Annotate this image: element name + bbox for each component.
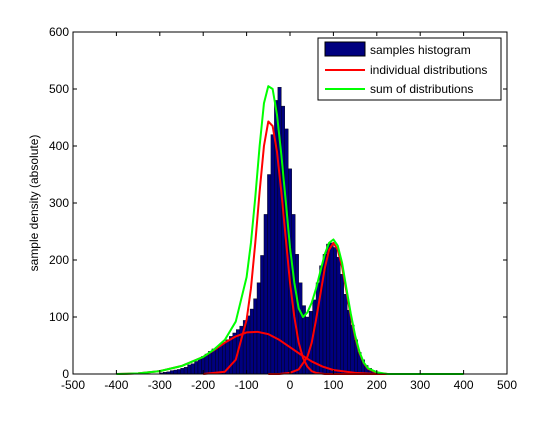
x-tick-label: 300 <box>410 378 430 392</box>
histogram-bar <box>329 242 334 375</box>
y-tick-label: 100 <box>49 310 69 324</box>
x-tick-label: 200 <box>367 378 387 392</box>
y-tick-label: 400 <box>49 139 69 153</box>
histogram-bar <box>204 353 209 375</box>
sum-curve <box>116 85 464 375</box>
tick-layer: -500 -400 -300 -200 -100 0 100 200 300 400 500 0 100… <box>49 25 517 392</box>
histogram-bar <box>183 366 188 375</box>
histogram-bar <box>232 332 237 375</box>
histogram-bar <box>173 369 178 375</box>
histogram-bar <box>340 274 345 375</box>
histogram-bar <box>222 342 226 375</box>
x-tick-label: -300 <box>148 378 172 392</box>
histogram-bar <box>249 308 254 375</box>
histogram-bar <box>267 174 272 375</box>
histogram-bar <box>180 368 185 375</box>
x-tick-label: -500 <box>61 378 85 392</box>
histogram-bar <box>253 298 258 375</box>
x-tick-label: -400 <box>104 378 128 392</box>
histogram-bar <box>256 282 261 375</box>
histogram-bar <box>260 255 265 375</box>
histogram-bar <box>263 214 268 375</box>
y-tick-label: 300 <box>49 196 69 210</box>
histogram-bar <box>343 294 348 375</box>
histogram-bar <box>208 351 213 375</box>
histogram-bar <box>336 256 341 375</box>
x-tick-label: 400 <box>454 378 474 392</box>
histogram-bar <box>298 282 303 375</box>
histogram-bar <box>187 364 192 375</box>
x-tick-label: 0 <box>287 378 294 392</box>
y-tick-label: 0 <box>62 367 69 381</box>
histogram-bar <box>194 361 199 375</box>
histogram-bar <box>170 370 174 375</box>
x-tick-label: -100 <box>235 378 259 392</box>
y-tick-label: 600 <box>49 25 69 39</box>
legend-individual-label: individual distributions <box>370 63 487 77</box>
legend-histogram-swatch <box>324 41 366 57</box>
histogram-bar <box>246 315 251 375</box>
x-tick-label: -200 <box>191 378 215 392</box>
histogram-bar <box>281 105 285 375</box>
x-tick-label: 100 <box>323 378 343 392</box>
histogram-bar <box>211 348 216 375</box>
histogram-bar <box>229 336 233 375</box>
distribution-curve <box>203 120 377 375</box>
legend-histogram-label: samples histogram <box>370 43 471 57</box>
histogram-bar <box>190 363 195 375</box>
y-tick-label: 500 <box>49 82 69 96</box>
histogram-bar <box>326 243 331 375</box>
histogram-bar <box>333 247 338 375</box>
legend: samples histogram individual distributio… <box>317 37 502 101</box>
histogram-bar <box>295 254 299 375</box>
histogram-bar <box>176 369 181 375</box>
x-tick-label: 500 <box>497 378 517 392</box>
histogram-bar <box>197 358 202 375</box>
histogram-bar <box>215 347 220 375</box>
histogram-bar <box>218 344 223 375</box>
histogram-bar <box>347 309 351 375</box>
y-axis-label: sample density (absolute) <box>27 135 41 272</box>
legend-sum-label: sum of distributions <box>370 82 473 96</box>
y-tick-label: 200 <box>49 253 69 267</box>
